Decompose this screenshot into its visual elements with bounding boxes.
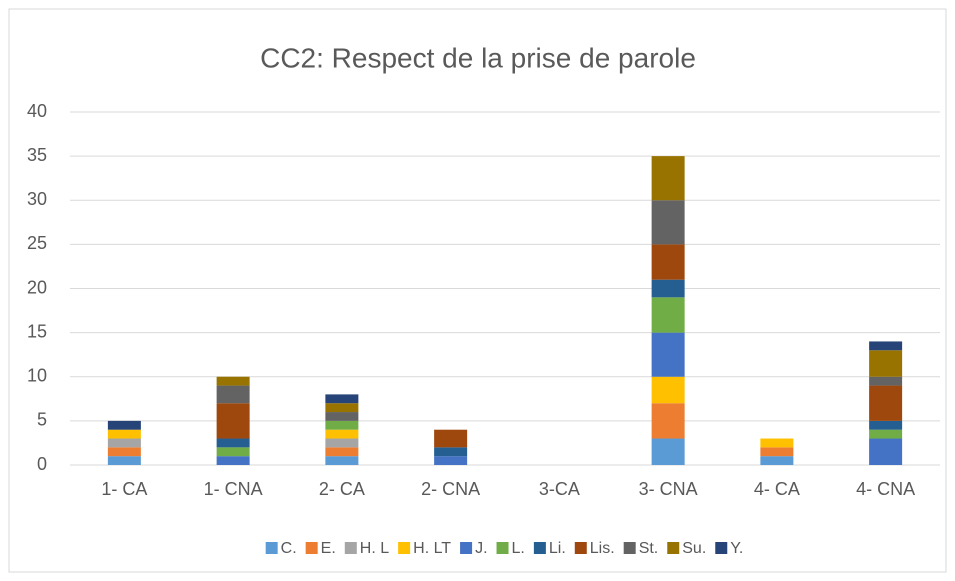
bar-segment	[651, 244, 685, 280]
legend-swatch	[623, 542, 636, 554]
x-tick-label: 3-CA	[539, 479, 580, 499]
bar-segment	[760, 447, 794, 457]
bar-segment	[651, 279, 685, 298]
bar-segment	[216, 385, 250, 404]
x-tick-label: 1- CNA	[204, 479, 263, 499]
bar-segment	[651, 297, 685, 333]
bar-segment	[325, 412, 359, 421]
bar-segment	[107, 456, 141, 465]
bar-segment	[216, 376, 250, 386]
chart-border	[8, 8, 947, 573]
bar-segment	[869, 438, 903, 465]
bar-segment	[434, 447, 468, 457]
bar-segment	[325, 438, 359, 448]
bar-segment	[869, 376, 903, 386]
legend-swatch	[398, 542, 411, 554]
x-tick-label: 3- CNA	[639, 479, 698, 499]
bar-segment	[216, 403, 250, 439]
bar-segment	[325, 456, 359, 465]
x-tick-label: 4- CNA	[856, 479, 915, 499]
bar-segment	[216, 456, 250, 465]
legend-swatch	[574, 542, 587, 554]
bar-segment	[325, 420, 359, 430]
y-tick-label: 5	[37, 410, 47, 430]
legend-swatch	[265, 542, 278, 554]
bar-segment	[107, 447, 141, 457]
y-tick-label: 25	[27, 233, 47, 253]
legend-swatch	[496, 542, 509, 554]
bar-segment	[216, 447, 250, 457]
bar-segment	[760, 438, 794, 448]
bar-segment	[869, 420, 903, 430]
legend-label: L.	[512, 540, 525, 557]
bar-segment	[869, 350, 903, 377]
chart-title: CC2: Respect de la prise de parole	[260, 42, 696, 73]
y-tick-label: 20	[27, 277, 47, 297]
legend-swatch	[667, 542, 680, 554]
legend-label: E.	[321, 540, 336, 557]
bar-segment	[869, 341, 903, 351]
bar-segment	[651, 156, 685, 201]
bar-segment	[107, 420, 141, 430]
legend-label: C.	[281, 540, 297, 557]
legend-swatch	[460, 542, 473, 554]
legend-swatch	[344, 542, 357, 554]
y-tick-label: 0	[37, 454, 47, 474]
y-tick-label: 40	[27, 101, 47, 121]
bar-segment	[651, 332, 685, 377]
bar-segment	[651, 438, 685, 465]
y-tick-label: 15	[27, 321, 47, 341]
legend-label: Y.	[730, 540, 743, 557]
bar-segment	[434, 429, 468, 448]
bar-segment	[760, 456, 794, 465]
bar-segment	[869, 429, 903, 439]
bar-segment	[107, 438, 141, 448]
y-tick-label: 30	[27, 189, 47, 209]
legend-swatch	[715, 542, 728, 554]
legend-label: H. LT	[413, 540, 451, 557]
bar-segment	[434, 456, 468, 465]
legend-swatch	[533, 542, 546, 554]
legend-label: J.	[475, 540, 487, 557]
bar-segment	[651, 376, 685, 404]
x-tick-label: 1- CA	[101, 479, 147, 499]
bar-segment	[107, 429, 141, 439]
bar-segment	[651, 403, 685, 439]
x-tick-label: 2- CNA	[421, 479, 480, 499]
y-tick-label: 10	[27, 366, 47, 386]
bar-segment	[869, 385, 903, 421]
bar-segment	[325, 394, 359, 404]
y-tick-label: 35	[27, 145, 47, 165]
legend-label: Lis.	[590, 540, 615, 557]
legend-swatch	[305, 542, 318, 554]
x-tick-label: 2- CA	[319, 479, 365, 499]
bar-segment	[651, 200, 685, 245]
bar-segment	[325, 403, 359, 413]
bar-segment	[216, 438, 250, 448]
bar-segment	[325, 447, 359, 457]
legend-label: Li.	[549, 540, 566, 557]
x-tick-label: 4- CA	[754, 479, 800, 499]
legend-label: St.	[639, 540, 659, 557]
bar-segment	[325, 429, 359, 439]
legend-label: Su.	[682, 540, 706, 557]
legend-label: H. L	[360, 540, 389, 557]
